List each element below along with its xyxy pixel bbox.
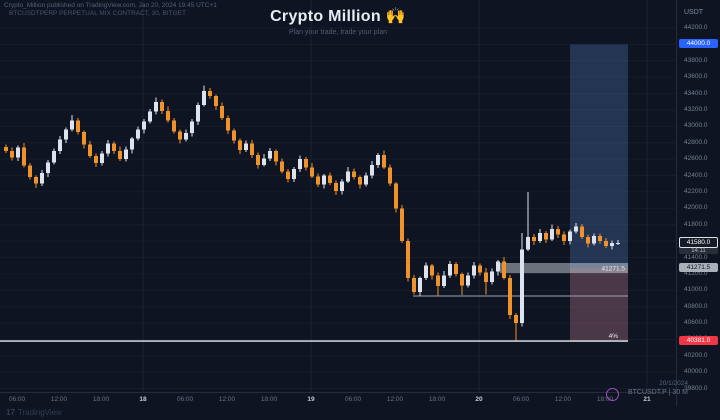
time-label: 12:00 <box>386 396 404 403</box>
entry-price-badge: 41271.5 <box>679 263 718 273</box>
candles <box>4 85 620 341</box>
tradingview-mark-icon: 17 <box>6 408 15 417</box>
stop-line-label: 4% <box>609 333 619 340</box>
price-tick: 43400.0 <box>684 89 708 97</box>
time-label-day: 18 <box>139 396 147 403</box>
chart-date: 20/1/2024 <box>659 380 688 387</box>
time-label-day: 20 <box>475 396 483 403</box>
price-axis[interactable]: USDT 44200.0 44000.0 43800.0 43600.0 43400.0… <box>676 0 720 406</box>
tradingview-wordmark: TradingView <box>17 408 62 417</box>
entry-band[interactable] <box>500 263 628 274</box>
time-label: 12:00 <box>554 396 572 403</box>
time-label: 06:00 <box>512 396 530 403</box>
time-label: 18:00 <box>260 396 278 403</box>
price-tick: 40600.0 <box>684 319 708 327</box>
time-label: 18:00 <box>428 396 446 403</box>
current-price-label: 41580.0 <box>679 236 718 248</box>
price-tick: 42800.0 <box>684 138 708 146</box>
price-tick: 40000.0 <box>684 368 708 376</box>
time-label-day: 21 <box>643 396 651 403</box>
chart-subtitle: Plan your trade, trade your plan <box>288 29 388 36</box>
chart-symbol-timeframe: BTCUSDT.P | 30 M <box>627 389 688 396</box>
watermark-circle-icon <box>606 388 619 401</box>
price-axis-unit: USDT <box>684 9 704 16</box>
price-tick: 42600.0 <box>684 155 708 163</box>
time-label: 18:00 <box>92 396 110 403</box>
time-label: 12:00 <box>50 396 68 403</box>
time-label: 06:00 <box>176 396 194 403</box>
price-tick: 42400.0 <box>684 171 708 179</box>
title-block: Crypto Million 🙌 Plan your trade, trade … <box>0 6 676 36</box>
price-tick: 39800.0 <box>684 384 708 392</box>
price-tick: 43000.0 <box>684 122 708 130</box>
price-tick: 40200.0 <box>684 351 708 359</box>
symbol-line: BTCUSDTPERP PERPETUAL MIX CONTRACT, 30, … <box>9 10 186 17</box>
target-price-badge: 44000.0 <box>679 39 718 49</box>
bar-countdown-label: 14:11 <box>679 247 718 254</box>
target-zone[interactable] <box>570 44 628 269</box>
chart-id-block: 20/1/2024 BTCUSDT.P | 30 M <box>0 379 688 397</box>
price-tick: 42200.0 <box>684 187 708 195</box>
time-label: 06:00 <box>344 396 362 403</box>
price-tick: 41800.0 <box>684 220 708 228</box>
price-tick: 41200.0 <box>684 269 708 277</box>
current-price-badge: 41580.0 14:11 <box>679 236 718 254</box>
publish-line: Crypto_Million published on TradingView.… <box>4 2 217 9</box>
price-tick: 41000.0 <box>684 286 708 294</box>
time-label: 12:00 <box>218 396 236 403</box>
stop-zone[interactable] <box>570 268 628 342</box>
price-tick: 40800.0 <box>684 302 708 310</box>
stop-price-badge: 40381.0 <box>679 336 718 346</box>
price-chart-canvas[interactable]: 41271.5 4% <box>0 0 676 392</box>
price-tick: 41400.0 <box>684 253 708 261</box>
price-tick: 43200.0 <box>684 105 708 113</box>
price-tick: 44200.0 <box>684 24 708 31</box>
time-label: 18:00 <box>596 396 614 403</box>
time-axis[interactable]: 06:00 12:00 18:00 18 06:00 12:00 18:00 19 06:00 1… <box>0 392 676 407</box>
tradingview-logo: 17 TradingView <box>6 408 62 417</box>
publish-header: Crypto_Million published on TradingView.… <box>4 2 217 18</box>
price-tick: 42000.0 <box>684 204 708 212</box>
chart-title: Crypto Million 🙌 <box>270 8 406 25</box>
time-label: 06:00 <box>8 396 26 403</box>
price-tick: 43600.0 <box>684 73 708 81</box>
time-label-day: 19 <box>307 396 315 403</box>
entry-band-label: 41271.5 <box>602 266 626 273</box>
price-tick: 43800.0 <box>684 56 708 64</box>
